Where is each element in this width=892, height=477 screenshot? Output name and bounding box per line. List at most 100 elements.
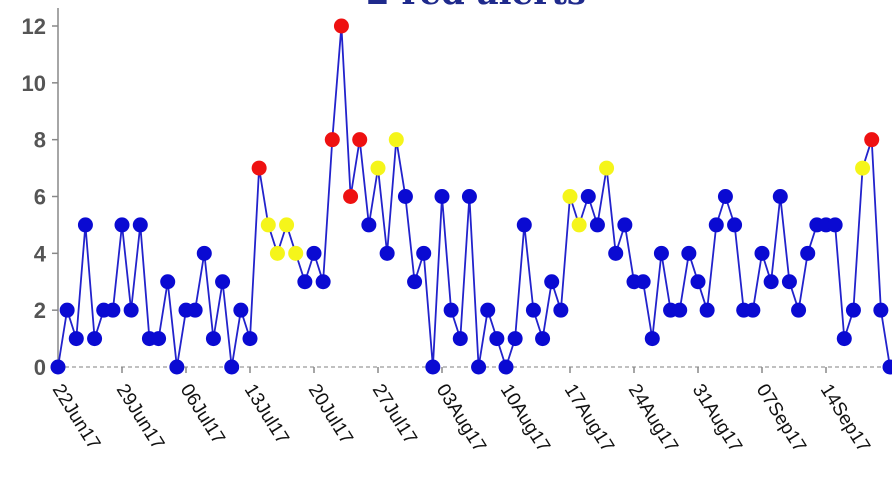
red-alert-point: [343, 189, 359, 204]
data-point: [242, 331, 258, 347]
x-tick-label: 14Sep17: [816, 381, 874, 457]
data-point: [516, 217, 532, 233]
x-tick-label: 13Jul17: [240, 381, 293, 449]
data-point: [215, 274, 231, 290]
data-point: [196, 245, 212, 261]
data-point: [407, 274, 423, 290]
data-point: [379, 245, 395, 261]
data-point: [297, 274, 313, 290]
data-point: [151, 331, 167, 347]
data-point: [827, 217, 843, 233]
x-tick-label: 06Jul17: [176, 381, 229, 449]
data-point: [717, 189, 733, 204]
data-point: [87, 331, 103, 347]
data-point: [425, 359, 441, 375]
data-point: [882, 359, 892, 375]
data-point: [123, 302, 139, 318]
chart-title: 2 red alerts: [366, 0, 586, 13]
data-point: [416, 245, 432, 261]
yellow-alert-point: [370, 160, 386, 176]
yellow-alert-point: [571, 217, 587, 233]
data-point: [68, 331, 84, 347]
data-point: [589, 217, 605, 233]
data-point: [672, 302, 688, 318]
data-point: [160, 274, 176, 290]
data-point: [535, 331, 551, 347]
data-point: [653, 245, 669, 261]
data-point: [233, 302, 249, 318]
data-point: [544, 274, 560, 290]
yellow-alert-point: [288, 245, 304, 261]
data-point: [608, 245, 624, 261]
x-tick-label: 31Aug17: [688, 381, 746, 457]
yellow-alert-point: [599, 160, 615, 176]
data-point: [699, 302, 715, 318]
data-point: [745, 302, 761, 318]
data-point: [50, 359, 66, 375]
data-point: [361, 217, 377, 233]
data-point: [471, 359, 487, 375]
data-point: [397, 189, 413, 204]
data-point: [681, 245, 697, 261]
data-point: [461, 189, 477, 204]
data-point: [873, 302, 889, 318]
data-point: [480, 302, 496, 318]
data-point: [580, 189, 596, 204]
y-tick-label: 4: [34, 241, 47, 266]
red-alert-point: [333, 18, 349, 34]
data-point: [553, 302, 569, 318]
data-point: [836, 331, 852, 347]
x-tick-label: 17Aug17: [560, 381, 618, 457]
y-tick-label: 0: [34, 355, 46, 380]
data-point: [498, 359, 514, 375]
data-point: [452, 331, 468, 347]
red-alert-point: [324, 132, 340, 148]
data-point: [708, 217, 724, 233]
yellow-alert-point: [260, 217, 276, 233]
data-point: [727, 217, 743, 233]
yellow-alert-point: [562, 189, 578, 204]
data-point: [525, 302, 541, 318]
yellow-alert-point: [855, 160, 871, 176]
y-tick-label: 2: [34, 298, 46, 323]
data-point: [845, 302, 861, 318]
data-point: [800, 245, 816, 261]
data-point: [132, 217, 148, 233]
yellow-alert-point: [279, 217, 295, 233]
x-tick-label: 20Jul17: [304, 381, 357, 449]
data-point: [114, 217, 130, 233]
data-point: [105, 302, 121, 318]
data-point: [772, 189, 788, 204]
red-alert-point: [251, 160, 267, 176]
data-point: [187, 302, 203, 318]
data-point: [205, 331, 221, 347]
data-point: [489, 331, 505, 347]
data-point: [754, 245, 770, 261]
data-point: [443, 302, 459, 318]
data-point: [763, 274, 779, 290]
data-point: [635, 274, 651, 290]
y-tick-label: 8: [34, 128, 46, 153]
x-tick-label: 22Jun17: [48, 381, 104, 454]
x-axis: 22Jun17 29Jun17 06Jul17 13Jul17 20Jul17 27Jul…: [48, 367, 874, 456]
data-point: [507, 331, 523, 347]
data-point: [315, 274, 331, 290]
x-tick-label: 24Aug17: [624, 381, 682, 457]
x-tick-label: 29Jun17: [112, 381, 168, 454]
data-point: [644, 331, 660, 347]
data-point: [59, 302, 75, 318]
data-point: [781, 274, 797, 290]
data-point: [306, 245, 322, 261]
data-point: [77, 217, 93, 233]
x-tick-label: 10Aug17: [496, 381, 554, 457]
x-tick-label: 03Aug17: [432, 381, 490, 457]
yellow-alert-point: [388, 132, 404, 148]
yellow-alert-point: [269, 245, 285, 261]
data-point: [690, 274, 706, 290]
x-tick-label: 27Jul17: [368, 381, 421, 449]
data-point: [434, 189, 450, 204]
data-point: [224, 359, 240, 375]
red-alert-point: [352, 132, 368, 148]
x-tick-label: 07Sep17: [752, 381, 810, 457]
